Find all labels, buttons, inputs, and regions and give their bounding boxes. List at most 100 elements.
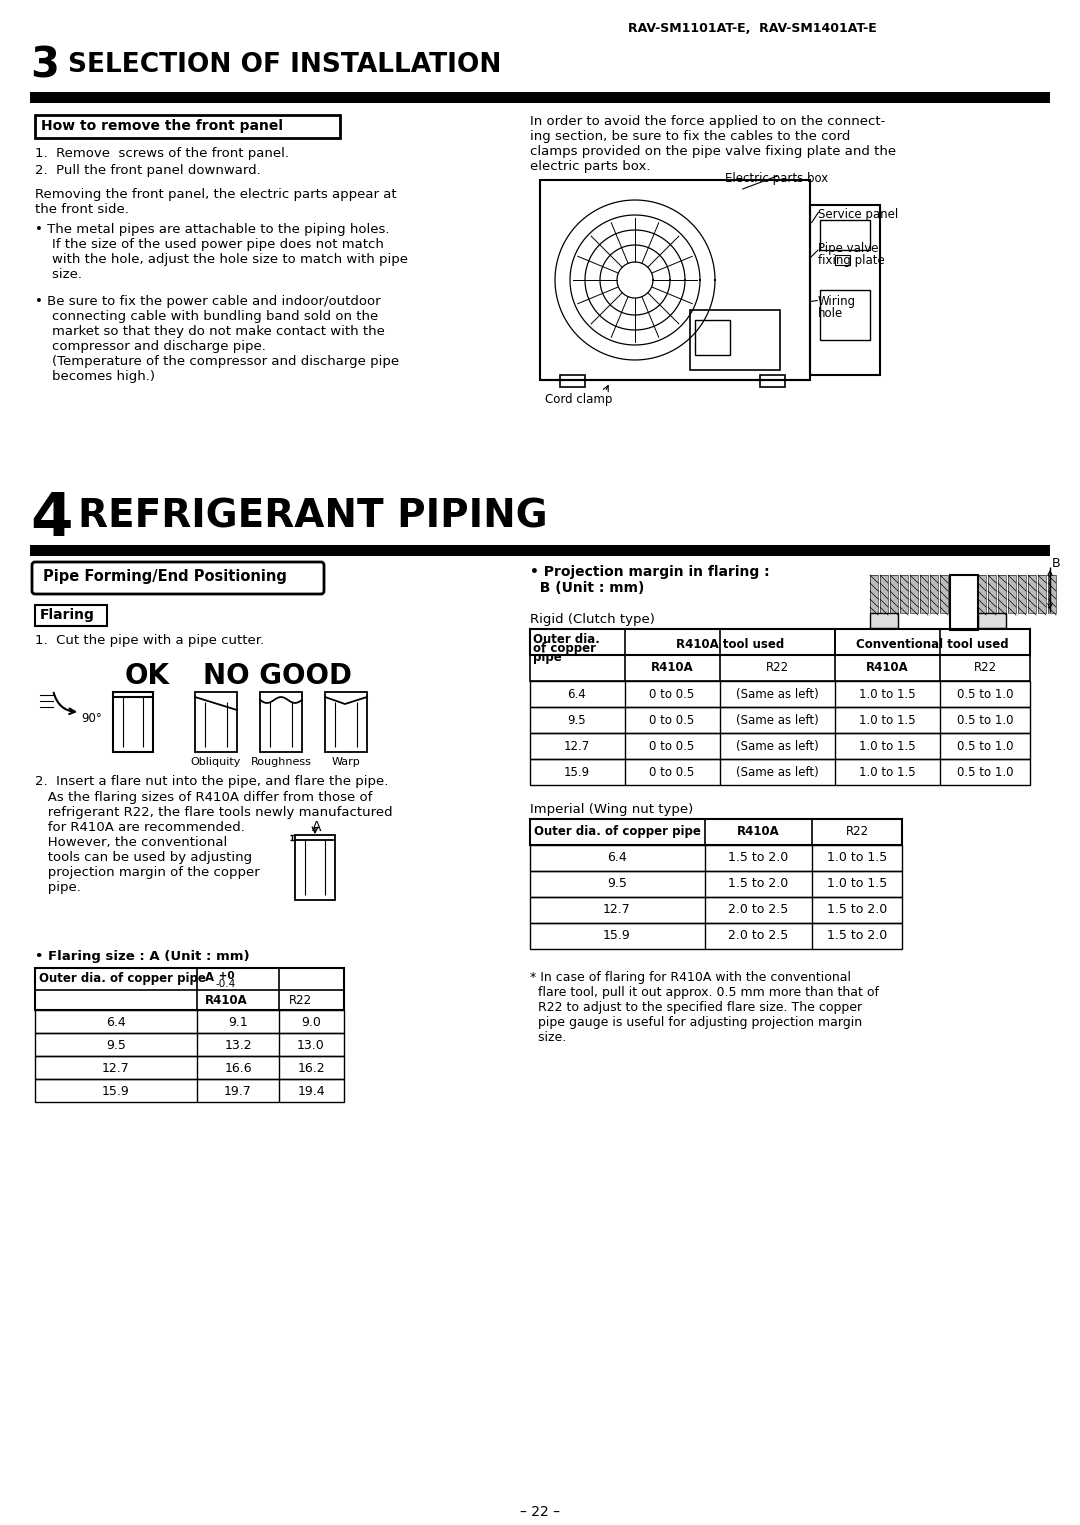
Bar [35,968,345,1010]
Bar [880,575,888,613]
Bar [30,544,1050,557]
Text: 2.0 to 2.5: 2.0 to 2.5 [728,903,788,917]
Bar [998,575,1005,613]
Text: 2.  Pull the front panel downward.: 2. Pull the front panel downward. [35,165,260,177]
Bar [930,575,939,613]
Bar [988,575,996,613]
Bar [910,575,918,613]
Text: 1.0 to 1.5: 1.0 to 1.5 [827,877,887,891]
Text: Outer dia. of copper pipe: Outer dia. of copper pipe [534,825,701,839]
Bar [325,692,367,752]
Bar [1028,575,1036,613]
Bar [35,1010,345,1032]
Text: 9.0: 9.0 [301,1016,321,1029]
Text: Outer dia.: Outer dia. [534,633,599,647]
Text: R22: R22 [289,994,312,1007]
Bar [530,871,902,897]
Text: RAV-SM1101AT-E,  RAV-SM1401AT-E: RAV-SM1101AT-E, RAV-SM1401AT-E [627,21,877,35]
Text: • Be sure to fix the power cable and indoor/outdoor
    connecting cable with bu: • Be sure to fix the power cable and ind… [35,294,400,383]
Bar [696,320,730,355]
Text: 9.5: 9.5 [568,714,586,727]
Text: In order to avoid the force applied to on the connect-
ing section, be sure to f: In order to avoid the force applied to o… [530,114,896,172]
Bar [910,575,918,613]
Text: 90°: 90° [81,712,102,724]
Text: 1.5 to 2.0: 1.5 to 2.0 [827,903,887,917]
Text: Pipe Forming/End Positioning: Pipe Forming/End Positioning [43,569,287,584]
Bar [530,734,1030,759]
Bar [1038,575,1047,613]
Text: Obliquity: Obliquity [191,756,241,767]
Text: 9.5: 9.5 [607,877,626,891]
Text: 12.7: 12.7 [603,903,631,917]
Bar [988,575,996,613]
Bar [920,575,928,613]
Text: Pipe valve: Pipe valve [818,242,878,255]
Text: 0 to 0.5: 0 to 0.5 [649,740,694,753]
Bar [540,180,810,380]
Text: R410A: R410A [205,994,247,1007]
Text: A: A [312,820,322,834]
Text: 0.5 to 1.0: 0.5 to 1.0 [957,766,1013,779]
Text: -0.4: -0.4 [215,979,235,990]
Text: (Same as left): (Same as left) [735,740,819,753]
Text: 1.0 to 1.5: 1.0 to 1.5 [859,688,916,702]
Text: 1.0 to 1.5: 1.0 to 1.5 [859,714,916,727]
Text: 1.0 to 1.5: 1.0 to 1.5 [859,766,916,779]
Bar [1038,575,1047,613]
Bar [35,114,340,137]
Text: 1.5 to 2.0: 1.5 to 2.0 [827,929,887,942]
Bar [35,1032,345,1055]
Text: R410A: R410A [737,825,780,839]
Text: 0 to 0.5: 0 to 0.5 [649,688,694,702]
Text: (Same as left): (Same as left) [735,766,819,779]
Text: R22: R22 [846,825,868,839]
Bar [900,575,908,613]
Bar [690,310,780,371]
Text: 12.7: 12.7 [103,1061,130,1075]
Bar [530,897,902,923]
Bar [1008,575,1016,613]
Text: 6.4: 6.4 [607,851,626,865]
Text: 3: 3 [30,46,59,87]
Text: of copper: of copper [534,642,596,656]
Text: pipe: pipe [534,651,562,663]
Text: R22: R22 [766,660,788,674]
Bar [920,575,928,613]
Text: • Flaring size : A (Unit : mm): • Flaring size : A (Unit : mm) [35,950,249,962]
Bar [530,819,902,845]
Text: 15.9: 15.9 [603,929,631,942]
Text: Roughness: Roughness [251,756,311,767]
Text: R410A tool used: R410A tool used [676,637,784,651]
Text: • The metal pipes are attachable to the piping holes.
    If the size of the use: • The metal pipes are attachable to the … [35,223,408,281]
Text: Cord clamp: Cord clamp [545,393,612,406]
Text: As the flaring sizes of R410A differ from those of: As the flaring sizes of R410A differ fro… [35,791,373,804]
Bar [950,575,978,630]
Text: NO GOOD: NO GOOD [203,662,352,689]
Bar [870,575,878,613]
Text: 0.5 to 1.0: 0.5 to 1.0 [957,740,1013,753]
Text: Outer dia. of copper pipe: Outer dia. of copper pipe [39,971,206,985]
Text: 12.7: 12.7 [564,740,590,753]
Bar [998,575,1005,613]
Text: refrigerant R22, the flare tools newly manufactured: refrigerant R22, the flare tools newly m… [35,807,393,819]
Text: +0: +0 [215,971,234,981]
Text: 19.4: 19.4 [297,1084,325,1098]
Text: B (Unit : mm): B (Unit : mm) [530,581,645,595]
Bar [30,92,1050,104]
Text: SELECTION OF INSTALLATION: SELECTION OF INSTALLATION [68,52,501,78]
Text: OK: OK [125,662,170,689]
Text: size.: size. [530,1031,566,1045]
Bar [561,375,585,387]
Bar [530,708,1030,734]
Text: projection margin of the copper: projection margin of the copper [35,866,260,878]
Text: 1.5 to 2.0: 1.5 to 2.0 [728,851,788,865]
Text: 1.  Remove  screws of the front panel.: 1. Remove screws of the front panel. [35,146,289,160]
Text: Flaring: Flaring [40,608,95,622]
Text: 0.5 to 1.0: 0.5 to 1.0 [957,688,1013,702]
Text: 15.9: 15.9 [564,766,590,779]
Text: (Same as left): (Same as left) [735,688,819,702]
Bar [810,204,880,375]
Bar [900,575,908,613]
Text: 1.  Cut the pipe with a pipe cutter.: 1. Cut the pipe with a pipe cutter. [35,634,265,647]
Text: 9.1: 9.1 [228,1016,248,1029]
